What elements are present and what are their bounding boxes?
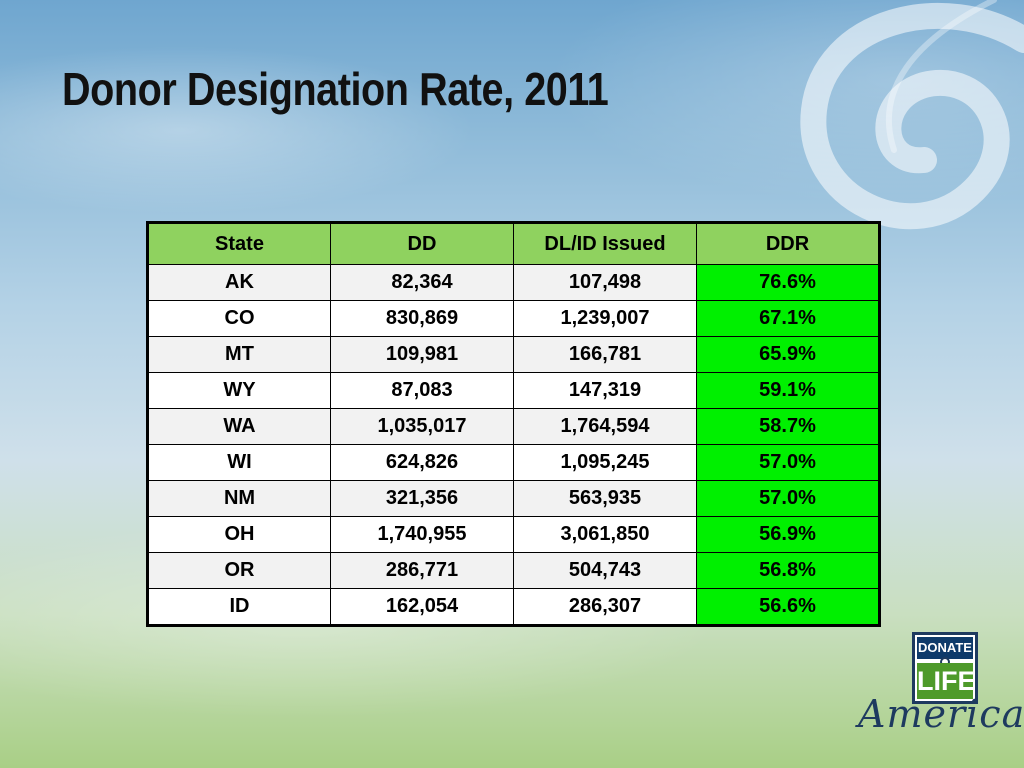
cell-dlid-issued: 1,095,245: [513, 444, 697, 481]
cell-dd: 87,083: [330, 372, 514, 409]
cell-ddr: 56.9%: [696, 516, 880, 553]
cell-dd: 82,364: [330, 264, 514, 301]
table-header-row: State DD DL/ID Issued DDR: [147, 222, 880, 265]
cell-dlid-issued: 563,935: [513, 480, 697, 517]
table-row: ID 162,054 286,307 56.6%: [147, 588, 880, 626]
table-row: NM 321,356 563,935 57.0%: [147, 480, 880, 517]
column-header-dd: DD: [330, 222, 514, 265]
cell-state: ID: [147, 588, 331, 626]
cell-ddr: 76.6%: [696, 264, 880, 301]
cell-dd: 624,826: [330, 444, 514, 481]
cell-dlid-issued: 147,319: [513, 372, 697, 409]
logo-life-text: LIFE: [917, 663, 976, 699]
cell-dlid-issued: 504,743: [513, 552, 697, 589]
table-row: WI 624,826 1,095,245 57.0%: [147, 444, 880, 481]
cell-state: OR: [147, 552, 331, 589]
cell-ddr: 65.9%: [696, 336, 880, 373]
column-header-ddr: DDR: [696, 222, 880, 265]
table-row: MT 109,981 166,781 65.9%: [147, 336, 880, 373]
cell-dlid-issued: 107,498: [513, 264, 697, 301]
cell-state: WA: [147, 408, 331, 445]
donate-life-america-logo: DONATE LIFE America: [858, 632, 1024, 742]
cell-dlid-issued: 166,781: [513, 336, 697, 373]
table-row: CO 830,869 1,239,007 67.1%: [147, 300, 880, 337]
cell-dd: 286,771: [330, 552, 514, 589]
cell-state: WY: [147, 372, 331, 409]
logo-donate-text: DONATE: [917, 637, 973, 659]
cell-ddr: 58.7%: [696, 408, 880, 445]
cell-ddr: 56.6%: [696, 588, 880, 626]
cell-state: CO: [147, 300, 331, 337]
table-row: WY 87,083 147,319 59.1%: [147, 372, 880, 409]
page-title: Donor Designation Rate, 2011: [62, 63, 609, 115]
cell-ddr: 67.1%: [696, 300, 880, 337]
cell-dd: 109,981: [330, 336, 514, 373]
cell-dd: 830,869: [330, 300, 514, 337]
cell-dlid-issued: 286,307: [513, 588, 697, 626]
cell-dd: 162,054: [330, 588, 514, 626]
cell-dlid-issued: 1,764,594: [513, 408, 697, 445]
cell-dlid-issued: 1,239,007: [513, 300, 697, 337]
cell-state: WI: [147, 444, 331, 481]
cell-dd: 1,740,955: [330, 516, 514, 553]
cell-ddr: 57.0%: [696, 480, 880, 517]
cell-ddr: 57.0%: [696, 444, 880, 481]
cell-ddr: 59.1%: [696, 372, 880, 409]
cell-dd: 1,035,017: [330, 408, 514, 445]
donor-rate-table: State DD DL/ID Issued DDR AK 82,364 107,…: [146, 221, 881, 627]
table-row: OR 286,771 504,743 56.8%: [147, 552, 880, 589]
cell-state: NM: [147, 480, 331, 517]
table-row: AK 82,364 107,498 76.6%: [147, 264, 880, 301]
table-row: WA 1,035,017 1,764,594 58.7%: [147, 408, 880, 445]
cell-state: OH: [147, 516, 331, 553]
swirl-icon: [800, 0, 1024, 230]
cell-state: MT: [147, 336, 331, 373]
logo-badge: DONATE LIFE: [912, 632, 978, 704]
cell-state: AK: [147, 264, 331, 301]
logo-america-script: America: [858, 692, 1024, 736]
cell-dlid-issued: 3,061,850: [513, 516, 697, 553]
column-header-state: State: [147, 222, 331, 265]
column-header-dlid-issued: DL/ID Issued: [513, 222, 697, 265]
table-row: OH 1,740,955 3,061,850 56.9%: [147, 516, 880, 553]
cell-dd: 321,356: [330, 480, 514, 517]
cell-ddr: 56.8%: [696, 552, 880, 589]
